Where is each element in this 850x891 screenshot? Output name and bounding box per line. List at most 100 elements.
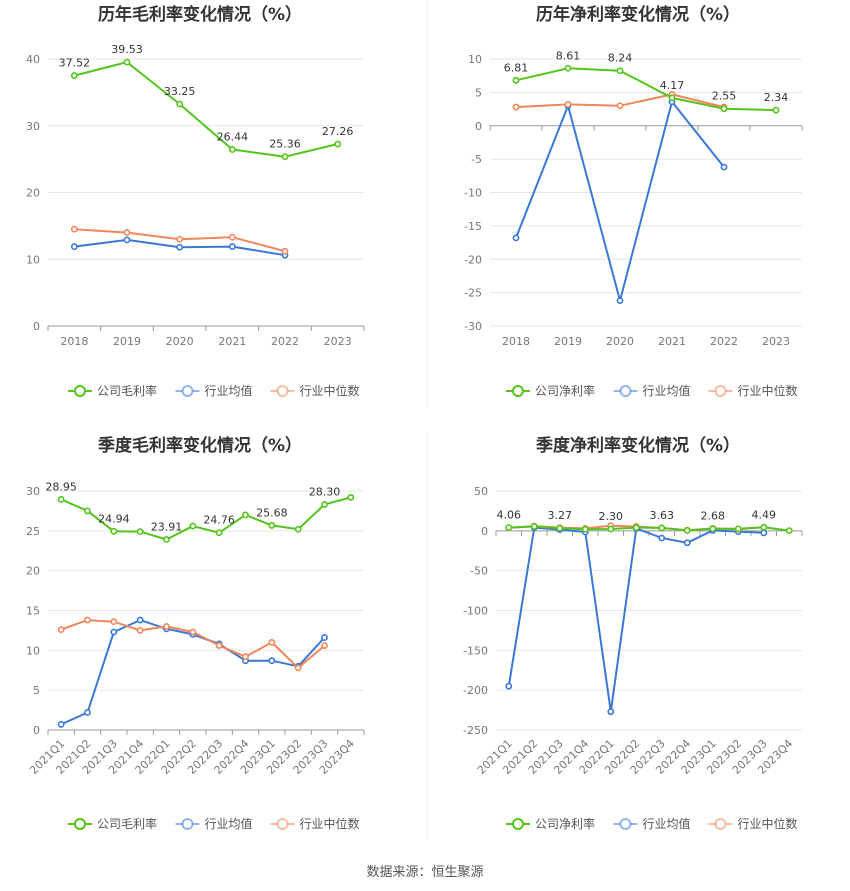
data-point [658,534,666,542]
data-point [176,100,184,108]
series-line-公司毛利率 [74,61,338,158]
data-point [564,100,572,108]
data-point [321,642,328,649]
legend-item[interactable]: 行业中位数 [708,383,798,398]
data-point [294,664,302,672]
chart-title: 季度毛利率变化情况（%） [98,435,302,456]
legend-item[interactable]: 行业均值 [175,383,253,398]
data-point [228,243,236,250]
data-point [564,64,572,72]
y-tick-label: 20 [26,187,40,200]
chart-panel-4: 季度净利率变化情况（%）-250-200-150-100-500502021Q1… [463,435,803,831]
data-label: 39.53 [111,43,143,56]
data-point [215,642,223,649]
data-point [228,233,236,241]
legend-swatch-marker [276,818,289,830]
data-point [70,243,78,250]
data-point [658,524,666,532]
legend-label: 行业中位数 [300,816,360,831]
legend-swatch-marker [181,818,194,830]
legend-item[interactable]: 行业均值 [613,383,691,398]
data-point [268,657,276,665]
legend-item[interactable]: 行业中位数 [270,816,360,831]
chart-title: 历年净利率变化情况（%） [536,4,740,25]
y-tick-label: 15 [26,605,40,618]
data-point [189,628,197,636]
legend-item[interactable]: 行业中位数 [708,816,798,831]
data-label: 3.27 [548,509,573,522]
legend-swatch-marker [74,818,86,830]
data-label: 8.61 [556,49,581,62]
data-label: 8.24 [608,52,633,65]
data-point [84,507,91,515]
data-point [268,522,276,529]
data-point [57,721,65,728]
legend: 公司毛利率 行业均值 行业中位数 [68,816,360,831]
legend-item[interactable]: 公司净利率 [506,383,595,398]
data-label: 25.36 [269,138,301,151]
data-point [57,626,65,634]
data-point [616,102,624,110]
x-tick-label: 2018 [60,335,88,348]
data-point [505,524,513,531]
data-point [70,72,78,79]
data-point [281,153,289,161]
y-tick-label: -150 [463,644,488,657]
data-point [607,708,615,716]
data-point [512,234,520,242]
legend: 公司净利率 行业均值 行业中位数 [506,383,798,398]
y-tick-label: 0 [475,120,482,133]
y-tick-label: 0 [481,525,488,538]
chart-panel-2: 历年净利率变化情况（%） -30 -25 -20 -15 -10 -5 0 5 10 2018 201… [464,4,803,398]
data-point [530,523,538,530]
data-label: 6.81 [504,61,529,74]
data-label: 4.49 [752,508,777,521]
x-tick-label: 2020 [166,335,194,348]
data-point [720,105,728,113]
y-tick-label: -200 [463,684,488,697]
x-tick-label: 2023 [324,335,352,348]
legend-item[interactable]: 行业均值 [613,816,691,831]
data-label: 37.52 [59,57,91,70]
data-point [720,163,728,171]
data-point [772,106,780,114]
data-point [189,522,197,530]
data-point [123,58,131,66]
data-point [505,682,513,690]
data-label: 23.91 [151,521,183,534]
data-point [294,525,302,533]
legend-swatch-marker [512,385,524,397]
x-tick-label: 2018 [502,335,530,348]
y-tick-label: 20 [26,565,40,578]
data-label: 33.25 [164,85,196,98]
data-point [57,495,65,503]
data-point [242,653,249,661]
data-label: 24.76 [203,514,235,527]
data-point [281,247,289,255]
legend: 公司净利率 行业均值 行业中位数 [506,816,798,831]
y-tick-label: 10 [26,644,40,657]
x-tick-label: 2019 [113,335,141,348]
legend-item[interactable]: 公司毛利率 [68,383,157,398]
legend-item[interactable]: 行业均值 [175,816,253,831]
chart-title: 季度净利率变化情况（%） [536,435,740,456]
legend-label: 公司净利率 [535,816,595,831]
legend-swatch-marker [181,385,194,397]
data-point [136,616,144,624]
data-label: 27.26 [322,125,354,138]
chart-panel-1: 历年毛利率变化情况（%） 0 10 20 30 40 2018 2019 2020 2021 202… [26,4,365,398]
data-point [683,527,691,534]
legend-item[interactable]: 公司净利率 [506,816,595,831]
data-label: 2.55 [712,90,737,103]
y-tick-label: 50 [474,485,488,498]
data-point [607,525,615,533]
data-point [760,529,768,537]
legend-item[interactable]: 行业中位数 [270,383,360,398]
legend-item[interactable]: 公司毛利率 [68,816,157,831]
legend-label: 行业中位数 [738,816,798,831]
y-tick-label: 25 [26,525,40,538]
data-point [321,501,328,508]
data-point [581,525,589,533]
data-point [242,511,249,519]
data-point [760,523,768,531]
